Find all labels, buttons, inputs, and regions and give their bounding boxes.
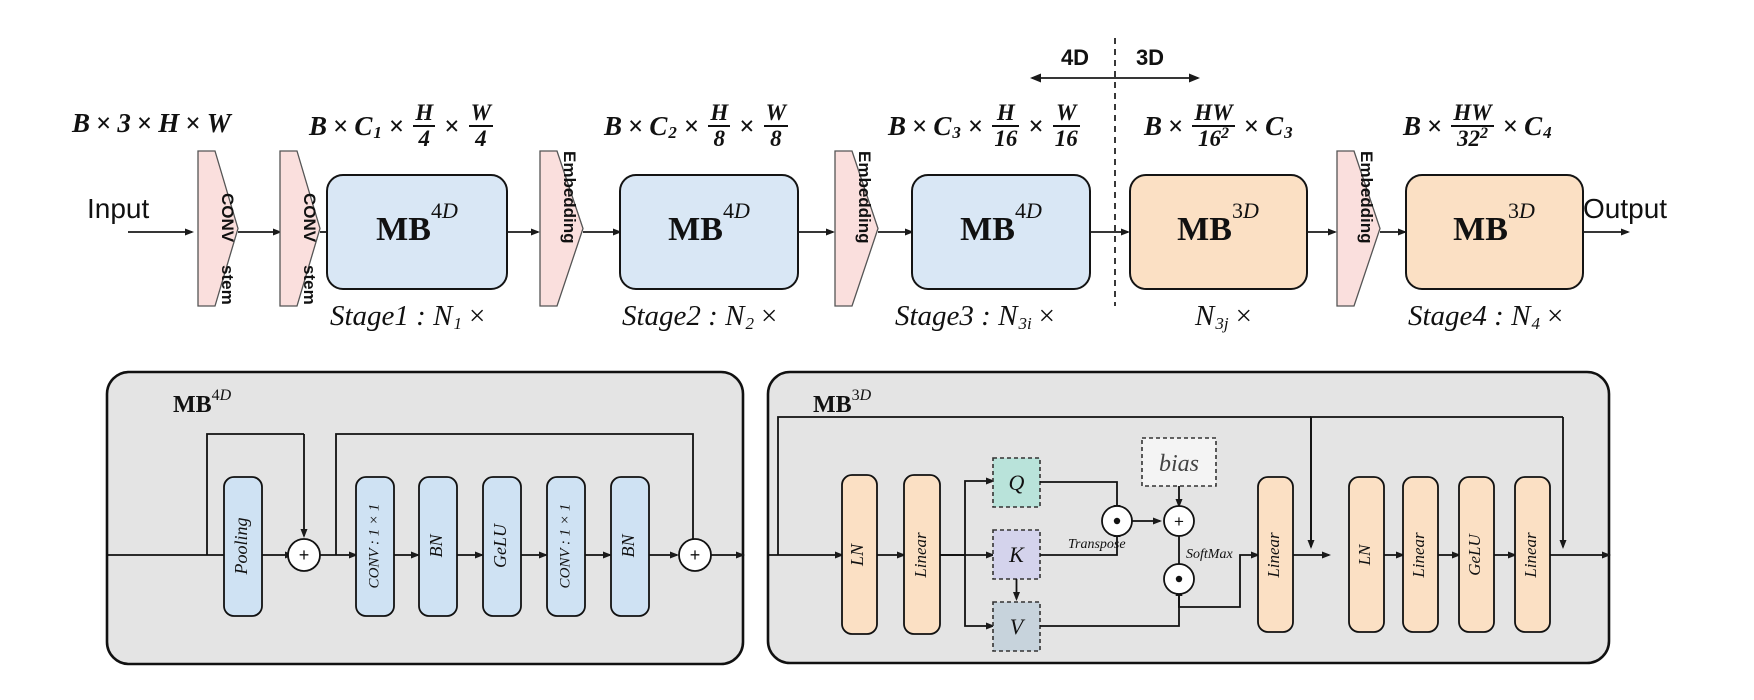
svg-text:+: + xyxy=(1174,512,1184,531)
svg-text:stem: stem xyxy=(218,265,237,305)
svg-text:+: + xyxy=(299,545,310,565)
svg-text:K: K xyxy=(1008,542,1025,567)
svg-text:GeLU: GeLU xyxy=(490,523,510,568)
svg-text:SoftMax: SoftMax xyxy=(1186,547,1233,562)
svg-text:Linear: Linear xyxy=(1409,532,1428,579)
svg-text:Linear: Linear xyxy=(1521,532,1540,579)
svg-text:Q: Q xyxy=(1009,470,1025,495)
svg-text:GeLU: GeLU xyxy=(1465,533,1484,576)
svg-text:CONV : 1 × 1: CONV : 1 × 1 xyxy=(557,504,573,589)
svg-text:+: + xyxy=(690,545,701,565)
svg-text:3D: 3D xyxy=(1136,45,1164,70)
svg-text:Linear: Linear xyxy=(911,532,930,579)
svg-text:LN: LN xyxy=(847,543,867,567)
svg-text:Linear: Linear xyxy=(1264,532,1283,579)
svg-text:CONV: CONV xyxy=(218,193,237,243)
svg-text:Output: Output xyxy=(1583,193,1667,224)
svg-text:CONV: CONV xyxy=(300,193,319,243)
svg-text:Embedding: Embedding xyxy=(855,151,874,244)
svg-text:Embedding: Embedding xyxy=(560,151,579,244)
svg-text:bias: bias xyxy=(1159,451,1199,477)
svg-text:stem: stem xyxy=(300,265,319,305)
svg-text:BN: BN xyxy=(618,534,638,558)
svg-text:Input: Input xyxy=(87,193,149,224)
svg-text:CONV : 1 × 1: CONV : 1 × 1 xyxy=(366,504,382,589)
svg-text:4D: 4D xyxy=(1061,45,1089,70)
svg-text:Pooling: Pooling xyxy=(231,518,251,576)
svg-text:LN: LN xyxy=(1355,543,1374,566)
svg-text:Embedding: Embedding xyxy=(1357,151,1376,244)
svg-text:BN: BN xyxy=(426,534,446,558)
